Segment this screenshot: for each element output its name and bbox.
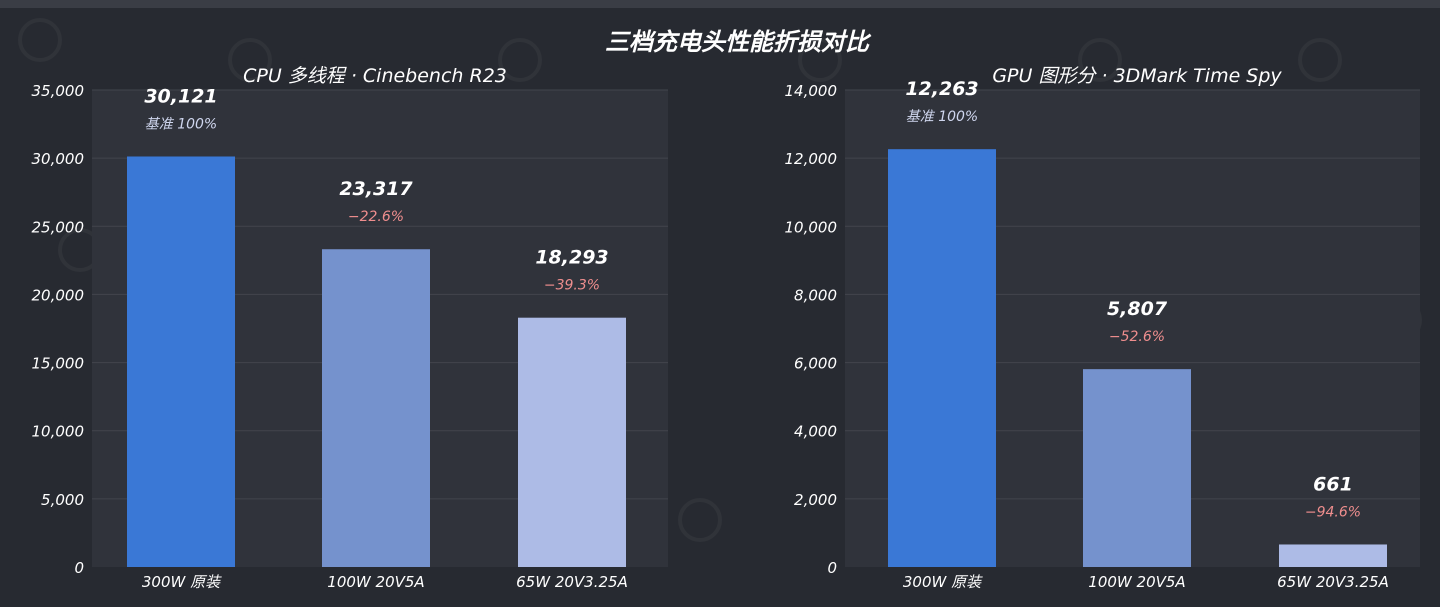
cpu-y-tick-label: 10,000 bbox=[32, 423, 85, 441]
gpu-y-tick-label: 14,000 bbox=[785, 82, 838, 100]
gpu-bar-2 bbox=[1083, 369, 1191, 567]
cpu-y-tick-label: 30,000 bbox=[32, 150, 85, 168]
watermark-mark bbox=[18, 18, 62, 62]
watermark-mark bbox=[1078, 38, 1122, 82]
gpu-y-tick-label: 0 bbox=[827, 559, 837, 577]
cpu-y-tick-label: 5,000 bbox=[41, 491, 84, 509]
gpu-bar-1 bbox=[888, 149, 996, 567]
gpu-chart-panel: GPU 图形分 · 3DMark Time Spy 0 2,000 4,000 6,00… bbox=[785, 65, 1420, 591]
cpu-change-label-1: 基准 100% bbox=[145, 116, 217, 132]
gpu-bar-3 bbox=[1279, 544, 1387, 567]
watermark-mark bbox=[798, 38, 842, 82]
gpu-y-tick-label: 4,000 bbox=[794, 423, 837, 441]
cpu-bar-3 bbox=[518, 317, 626, 567]
top-strip bbox=[0, 0, 1440, 8]
cpu-chart-panel: CPU 多线程 · Cinebench R23 0 5,000 10,000 15,00… bbox=[32, 65, 668, 591]
cpu-chart-title: CPU 多线程 · Cinebench R23 bbox=[243, 65, 507, 87]
cpu-y-tick-label: 25,000 bbox=[32, 218, 85, 236]
gpu-y-tick-label: 2,000 bbox=[794, 491, 837, 509]
gpu-change-label-2: −52.6% bbox=[1109, 329, 1165, 345]
cpu-value-label-2: 23,317 bbox=[339, 178, 413, 200]
gpu-value-label-1: 12,263 bbox=[905, 78, 978, 100]
cpu-bar-1 bbox=[127, 156, 235, 567]
gpu-change-label-1: 基准 100% bbox=[906, 109, 978, 125]
gpu-category-label-1: 300W 原装 bbox=[903, 573, 983, 591]
cpu-change-label-2: −22.6% bbox=[348, 209, 404, 225]
gpu-change-label-3: −94.6% bbox=[1305, 504, 1361, 520]
gpu-category-label-3: 65W 20V3.25A bbox=[1277, 573, 1389, 591]
gpu-value-label-2: 5,807 bbox=[1107, 298, 1168, 320]
gpu-category-label-2: 100W 20V5A bbox=[1088, 573, 1185, 591]
figure-title: 三档充电头性能折损对比 bbox=[605, 28, 872, 56]
cpu-category-label-1: 300W 原装 bbox=[142, 573, 222, 591]
cpu-y-tick-label: 15,000 bbox=[32, 355, 85, 373]
cpu-change-label-3: −39.3% bbox=[544, 278, 600, 294]
gpu-y-tick-label: 10,000 bbox=[785, 218, 838, 236]
watermark-mark bbox=[228, 38, 272, 82]
cpu-y-tick-label: 20,000 bbox=[32, 286, 85, 304]
cpu-category-label-2: 100W 20V5A bbox=[327, 573, 424, 591]
cpu-y-tick-label: 35,000 bbox=[32, 82, 85, 100]
cpu-value-label-3: 18,293 bbox=[535, 247, 608, 269]
cpu-category-label-3: 65W 20V3.25A bbox=[516, 573, 628, 591]
cpu-bar-2 bbox=[322, 249, 430, 567]
gpu-y-tick-label: 6,000 bbox=[794, 355, 837, 373]
gpu-chart-title: GPU 图形分 · 3DMark Time Spy bbox=[992, 65, 1282, 87]
watermark-mark bbox=[1298, 38, 1342, 82]
cpu-value-label-1: 30,121 bbox=[144, 85, 217, 107]
watermark-mark bbox=[678, 498, 722, 542]
watermark-mark bbox=[498, 38, 542, 82]
cpu-y-tick-label: 0 bbox=[74, 559, 84, 577]
gpu-y-tick-label: 8,000 bbox=[794, 286, 837, 304]
gpu-value-label-3: 661 bbox=[1313, 473, 1353, 495]
gpu-y-tick-label: 12,000 bbox=[785, 150, 838, 168]
